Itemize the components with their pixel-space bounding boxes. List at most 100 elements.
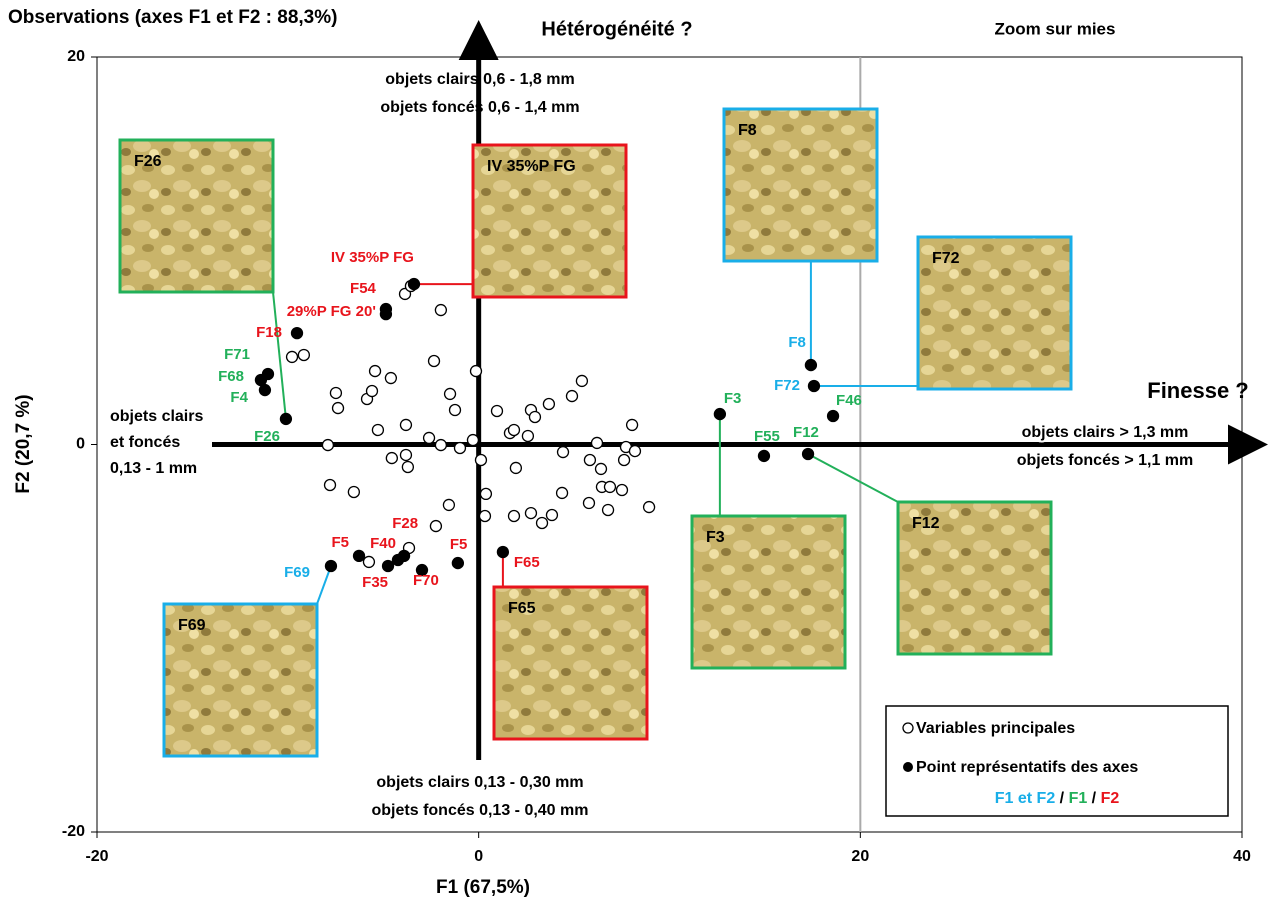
point-label: F69 (284, 564, 310, 581)
key-point (290, 326, 304, 340)
variable-point (422, 431, 436, 445)
point-label: F54 (350, 280, 377, 297)
key-point (254, 373, 268, 387)
variable-point (323, 478, 337, 492)
x-tick-label: 0 (474, 848, 483, 865)
legend-key-part: F1 et F2 (995, 790, 1056, 807)
variable-point (331, 401, 345, 415)
key-point (258, 383, 272, 397)
point-label: F70 (413, 572, 439, 589)
variable-point (478, 509, 492, 523)
annotation: objets foncés > 1,1 mm (1017, 452, 1194, 469)
variable-point (601, 503, 615, 517)
variable-point (542, 397, 556, 411)
variable-point (545, 508, 559, 522)
variable-point (524, 506, 538, 520)
variable-point (603, 480, 617, 494)
variable-point (474, 453, 488, 467)
legend-key-part: F1 (1069, 790, 1088, 807)
variable-point (329, 386, 343, 400)
variable-point (555, 486, 569, 500)
variable-point (521, 429, 535, 443)
key-point (826, 409, 840, 423)
variable-point (453, 441, 467, 455)
variable-point (490, 404, 504, 418)
annotation: Hétérogénéité ? (541, 18, 692, 40)
variable-point (594, 462, 608, 476)
variable-point (297, 348, 311, 362)
legend-marker (903, 762, 913, 772)
key-point (407, 277, 421, 291)
annotation: et foncés (110, 434, 180, 451)
annotation: Zoom sur mies (995, 19, 1116, 38)
key-point (352, 549, 366, 563)
point-label: F8 (788, 334, 806, 351)
variable-point (321, 438, 335, 452)
inset-label: F69 (178, 617, 206, 634)
y-axis-title: F2 (20,7 %) (13, 394, 34, 493)
inset-image (471, 143, 628, 299)
inset-label: IV 35%P FG (487, 158, 576, 175)
annotation: 0,13 - 1 mm (110, 460, 197, 477)
inset-image (690, 514, 847, 670)
x-tick-label: 20 (851, 848, 869, 865)
point-label: F5 (450, 536, 468, 553)
variable-point (625, 418, 639, 432)
inset-label: F26 (134, 153, 162, 170)
annotation: Finesse ? (1147, 378, 1248, 403)
point-label: F35 (362, 574, 388, 591)
variable-point (371, 423, 385, 437)
variable-point (565, 389, 579, 403)
variable-point (285, 350, 299, 364)
key-point (451, 556, 465, 570)
x-axis-title: F1 (67,5%) (436, 877, 530, 898)
inset-label: F12 (912, 515, 940, 532)
point-label: F72 (774, 377, 800, 394)
point-label: F5 (331, 534, 349, 551)
variable-point (443, 387, 457, 401)
point-label: F18 (256, 324, 282, 341)
variable-point (442, 498, 456, 512)
legend-label: Point représentatifs des axes (916, 759, 1138, 776)
variable-point (347, 485, 361, 499)
inset-image (492, 585, 649, 741)
legend-key-part: / (1087, 790, 1100, 807)
variable-point (628, 444, 642, 458)
legend-box (885, 705, 1229, 817)
point-label: IV 35%P FG (331, 249, 414, 266)
point-label: F40 (370, 535, 396, 552)
key-point (713, 407, 727, 421)
point-label: F12 (793, 424, 819, 441)
variable-point (509, 461, 523, 475)
legend-key-part: / (1055, 790, 1068, 807)
key-point (324, 559, 338, 573)
point-label: F4 (230, 389, 248, 406)
variable-point (507, 509, 521, 523)
variable-point (399, 448, 413, 462)
variable-point (362, 555, 376, 569)
variable-point (582, 496, 596, 510)
chart-title: Observations (axes F1 et F2 : 88,3%) (8, 7, 337, 28)
point-label: F28 (392, 515, 418, 532)
point-label: F68 (218, 368, 244, 385)
variable-point (401, 460, 415, 474)
inset-label: F3 (706, 529, 725, 546)
x-tick-label: 40 (1233, 848, 1251, 865)
variable-point (469, 364, 483, 378)
variable-point (642, 500, 656, 514)
key-point (804, 358, 818, 372)
inset-label: F8 (738, 122, 757, 139)
y-tick-label: -20 (62, 823, 85, 840)
y-tick-label: 0 (76, 436, 85, 453)
inset-image (162, 602, 319, 758)
legend-marker (902, 722, 914, 734)
variable-point (368, 364, 382, 378)
key-point (279, 412, 293, 426)
annotation: objets clairs 0,6 - 1,8 mm (385, 71, 574, 88)
variable-point (434, 303, 448, 317)
key-point (379, 302, 393, 316)
variable-point (427, 354, 441, 368)
variable-point (615, 483, 629, 497)
variable-point (399, 418, 413, 432)
